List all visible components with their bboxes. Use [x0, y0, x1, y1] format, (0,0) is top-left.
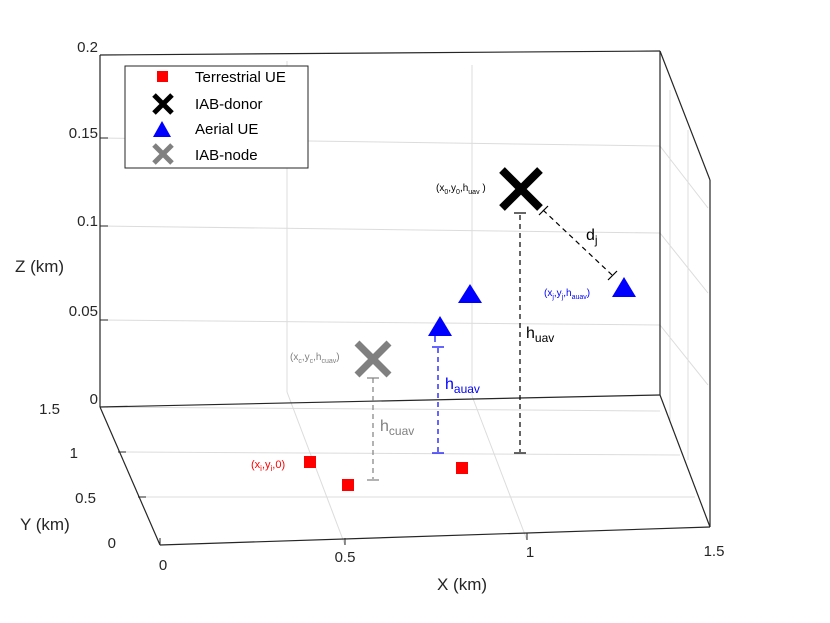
legend-marker-x [152, 93, 174, 115]
z-tick-label: 0.05 [69, 303, 98, 320]
iab-node-coordinates: (xc,yc,hcuav) [290, 352, 340, 365]
y-tick-label: 0.5 [75, 490, 96, 507]
y-axis-label: Y (km) [20, 515, 70, 534]
x-tick-label: 0 [159, 557, 167, 574]
legend-label: Terrestrial UE [195, 69, 286, 86]
aerial-ue-coordinates: (xj,yj,hauav) [544, 288, 590, 301]
y-tick-label: 1.5 [39, 401, 60, 418]
z-axis-label: Z (km) [15, 257, 64, 276]
legend-marker-x [152, 143, 174, 165]
guide-lines [367, 205, 618, 481]
legend-marker-triangle [153, 121, 171, 137]
iab-donor-point [499, 167, 543, 211]
z-tick-label: 0.1 [77, 213, 98, 230]
terrestrial-ue-point [342, 479, 354, 491]
h-uav-label: huav [526, 325, 554, 345]
legend-label: IAB-node [195, 147, 258, 164]
x-tick-label: 0.5 [335, 549, 356, 566]
legend-label: IAB-donor [195, 96, 263, 113]
x-tick-label: 1 [526, 544, 534, 561]
y-tick-label: 1 [70, 445, 78, 462]
iab-donor-coordinates: (x0,y0,huav ) [436, 183, 486, 196]
terrestrial-ue-point [456, 462, 468, 474]
aerial-ue-point [612, 277, 636, 297]
h-cuav-label: hcuav [380, 418, 414, 438]
d-j-label: dj [586, 227, 598, 247]
terrestrial-ue-point [304, 456, 316, 468]
tick-marks [100, 54, 711, 545]
h-auav-label: hauav [445, 376, 480, 396]
markers [304, 167, 636, 491]
aerial-ue-point [428, 316, 452, 336]
x-axis-label: X (km) [437, 575, 487, 594]
z-tick-label: 0.2 [77, 39, 98, 56]
legend-label: Aerial UE [195, 121, 258, 138]
legend-marker-square [157, 71, 168, 82]
iab-node-point [354, 340, 392, 378]
d-j-line [542, 209, 613, 276]
z-tick-label: 0.15 [69, 125, 98, 142]
y-tick-label: 0 [108, 535, 116, 552]
floor-grid [99, 391, 695, 546]
z-tick-label: 0 [90, 391, 98, 408]
axes-box [99, 50, 711, 546]
x-tick-label: 1.5 [704, 543, 725, 560]
legend: Terrestrial UE IAB-donor Aerial UE IAB-n… [124, 65, 309, 169]
terrestrial-ue-coordinates: (xi,yi,0) [251, 459, 285, 473]
aerial-ue-point [458, 284, 482, 303]
